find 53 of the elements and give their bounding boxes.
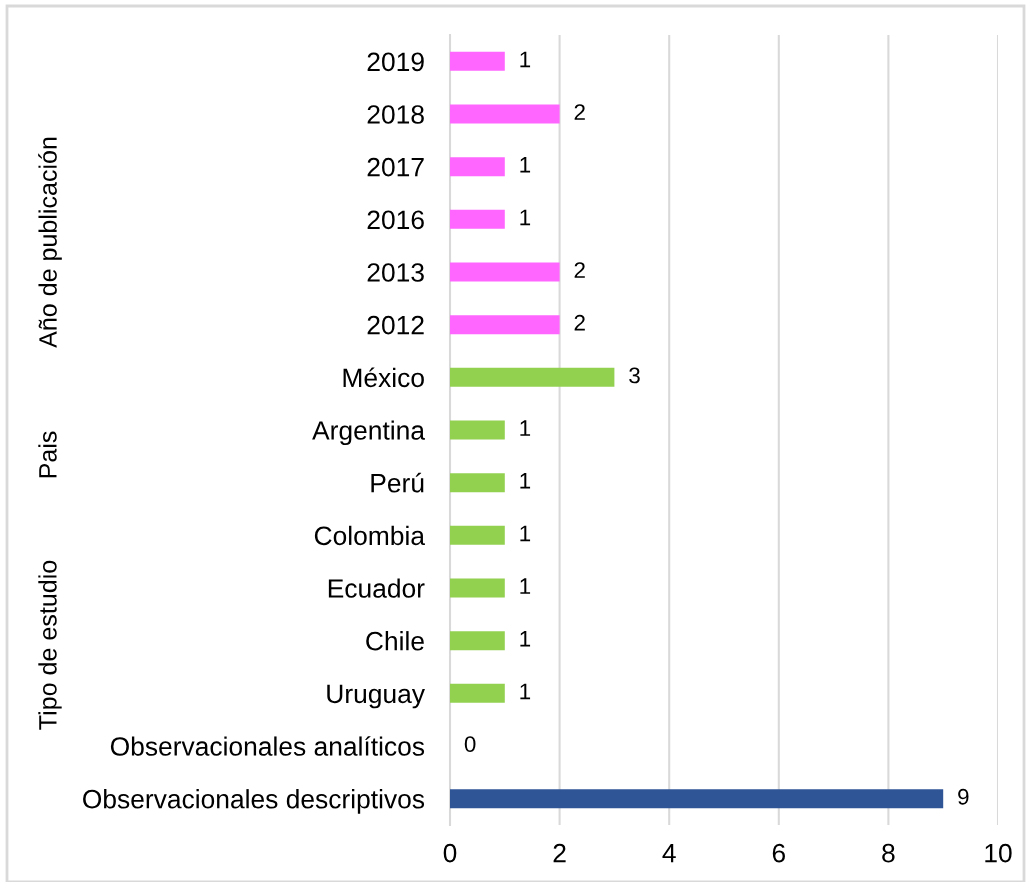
y-tick-label: 2017 — [367, 157, 424, 177]
y-tick-label: 2016 — [367, 210, 424, 230]
bar — [450, 209, 505, 229]
bar — [450, 789, 944, 809]
text: Tipo de estudio — [38, 560, 62, 730]
data-label: 1 — [520, 525, 531, 542]
data-label: 1 — [520, 578, 531, 594]
data-label: 1 — [520, 209, 531, 226]
bar — [450, 367, 615, 387]
data-label: 1 — [520, 51, 531, 68]
x-tick-label: 8 — [882, 843, 895, 863]
bar — [450, 420, 505, 440]
data-label: 3 — [629, 367, 640, 384]
y-tick-label: Ecuador — [328, 578, 425, 598]
y-tick-label: Colombia — [314, 525, 425, 546]
data-label: 1 — [520, 473, 531, 489]
x-tick-label: 4 — [662, 844, 676, 863]
bar — [450, 104, 560, 124]
bar — [450, 525, 505, 545]
x-tick-label: 6 — [772, 843, 785, 863]
bar — [450, 631, 505, 651]
y-tick-label: Perú — [371, 472, 424, 493]
data-label: 0 — [464, 736, 476, 753]
y-tick-label: México — [343, 367, 424, 388]
data-label: 1 — [520, 683, 531, 700]
y-tick-label: Argentina — [312, 420, 426, 446]
x-tick-label: 0 — [443, 843, 457, 863]
bar — [450, 578, 505, 598]
y-tick-label: Chile — [366, 631, 424, 651]
data-label: 1 — [520, 157, 531, 173]
y-tick-label: Uruguay — [327, 684, 425, 709]
bar — [450, 157, 505, 177]
y-tick-label: Observacionales descriptivos — [83, 789, 425, 814]
y-tick-label: 2019 — [367, 52, 424, 72]
data-label: 2 — [574, 262, 585, 278]
x-tick-label: 2 — [553, 843, 566, 863]
bar — [450, 683, 505, 703]
data-label: 1 — [520, 631, 531, 647]
y-tick-label: 2013 — [367, 263, 424, 282]
bar — [450, 262, 560, 282]
bar — [450, 315, 560, 335]
data-label: 2 — [574, 314, 585, 331]
x-tick-label: 10 — [985, 843, 1012, 863]
text: Año de publicación — [38, 137, 62, 348]
data-label: 1 — [520, 420, 531, 436]
bar — [450, 51, 505, 71]
data-label: 2 — [574, 104, 585, 120]
y-tick-label: 2018 — [367, 105, 424, 124]
y-tick-label: 2012 — [367, 315, 424, 335]
text: Pais — [38, 431, 57, 478]
bar — [450, 473, 505, 493]
y-tick-label: Observacionales analíticos — [110, 736, 425, 756]
data-label: 9 — [958, 788, 969, 805]
